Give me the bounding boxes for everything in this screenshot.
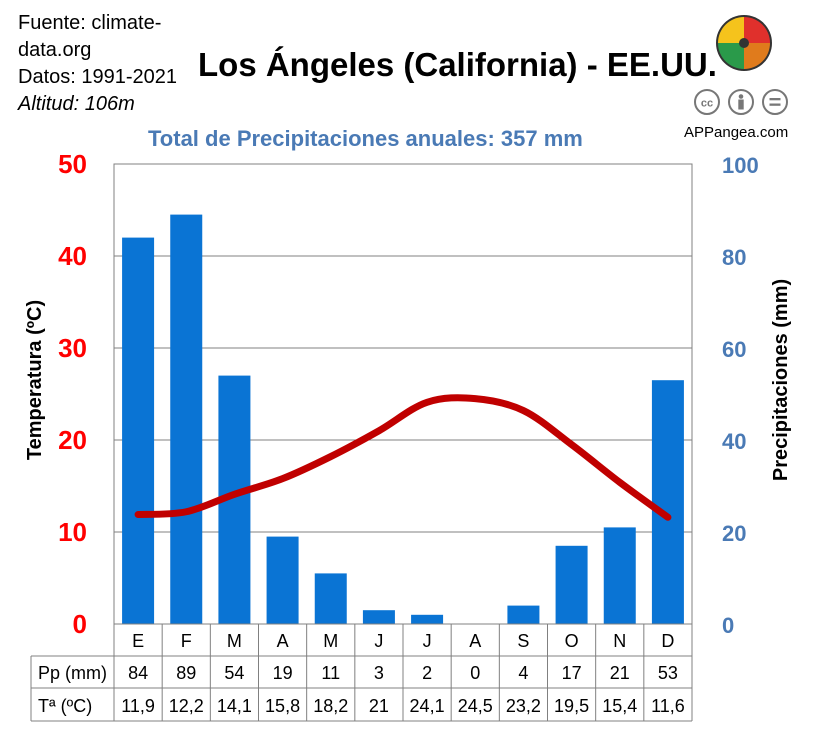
month-label: S: [517, 631, 529, 651]
right-tick-label: 60: [722, 337, 746, 362]
temp-value: 14,1: [217, 696, 252, 716]
altitude: Altitud: 106m: [18, 93, 135, 115]
svg-text:cc: cc: [701, 98, 713, 110]
precip-bar: [603, 527, 636, 624]
month-label: E: [132, 631, 144, 651]
precip-value: 2: [422, 663, 432, 683]
precip-value: 19: [273, 663, 293, 683]
gridlines: [114, 255, 692, 533]
by-icon: [728, 89, 754, 115]
month-label: M: [323, 631, 338, 651]
source-line-1: Fuente: climate-: [18, 12, 162, 34]
precip-bar: [362, 610, 395, 624]
right-tick-label: 0: [722, 613, 734, 638]
right-tick-label: 20: [722, 521, 746, 546]
precip-value: 3: [374, 663, 384, 683]
temp-value: 12,2: [169, 696, 204, 716]
precip-bar: [170, 214, 203, 624]
left-tick-label: 0: [73, 609, 87, 639]
temp-value: 11,6: [651, 696, 685, 716]
precip-value: 89: [176, 663, 196, 683]
temp-value: 11,9: [121, 696, 155, 716]
left-tick-label: 30: [58, 333, 87, 363]
precip-bar: [651, 380, 684, 624]
brand-label: APPangea.com: [684, 124, 789, 141]
precip-bar: [411, 614, 444, 624]
precipitation-bars: [122, 214, 684, 624]
appangea-logo: [716, 15, 772, 71]
nd-icon: [762, 89, 788, 115]
temp-value: 21: [369, 696, 389, 716]
precip-bar: [507, 605, 540, 624]
source-line-2: data.org: [18, 39, 92, 61]
left-tick-label: 50: [58, 149, 87, 179]
month-label: J: [423, 631, 432, 651]
right-tick-label: 80: [722, 245, 746, 270]
data-table: E 84 11,9 F 89 12,2 M 54 14,1 A 19 15,8 M 11 18,2 J 3 21 J…: [30, 624, 693, 722]
month-label: O: [565, 631, 579, 651]
precip-value: 4: [518, 663, 528, 683]
y-axis-label: Temperatura (ºC): [24, 300, 46, 460]
precip-value: 17: [562, 663, 582, 683]
temperature-line: [134, 394, 672, 521]
precip-value: 84: [128, 663, 148, 683]
precip-bar: [555, 545, 588, 624]
left-axis-ticks: 0 10 20 30 40 50: [58, 149, 87, 639]
month-label: M: [227, 631, 242, 651]
precip-value: 21: [610, 663, 630, 683]
temp-value: 15,8: [265, 696, 300, 716]
temp-value: 19,5: [554, 696, 589, 716]
month-label: A: [469, 631, 481, 651]
left-tick-label: 40: [58, 241, 87, 271]
precip-value: 54: [224, 663, 244, 683]
precip-bar: [266, 536, 299, 624]
precip-value: 53: [658, 663, 678, 683]
right-axis-ticks: 0 20 40 60 80 100: [722, 153, 759, 638]
month-label: D: [661, 631, 674, 651]
chart-title: Los Ángeles (California) - EE.UU.: [198, 46, 717, 83]
month-label: J: [374, 631, 383, 651]
precip-bar: [122, 237, 155, 624]
y2-axis-label: Precipitaciones (mm): [770, 279, 792, 481]
data-period: Datos: 1991-2021: [18, 66, 178, 88]
right-tick-label: 100: [722, 153, 759, 178]
source-info: Fuente: climate- data.org Datos: 1991-20…: [18, 10, 177, 118]
precip-value: 11: [321, 663, 340, 683]
precip-bar: [314, 573, 347, 624]
row-label-temp: Tª (ºC): [38, 696, 92, 716]
row-label-precip: Pp (mm): [38, 663, 107, 683]
precip-value: 0: [470, 663, 480, 683]
month-label: A: [277, 631, 289, 651]
cc-icon: cc: [694, 89, 720, 115]
temp-value: 24,5: [458, 696, 493, 716]
left-tick-label: 10: [58, 517, 87, 547]
left-tick-label: 20: [58, 425, 87, 455]
month-label: N: [613, 631, 626, 651]
temp-value: 15,4: [602, 696, 637, 716]
chart-subtitle: Total de Precipitaciones anuales: 357 mm: [148, 126, 583, 151]
month-label: F: [181, 631, 192, 651]
right-tick-label: 40: [722, 429, 746, 454]
temp-value: 18,2: [313, 696, 348, 716]
temp-value: 23,2: [506, 696, 541, 716]
temp-value: 24,1: [410, 696, 445, 716]
